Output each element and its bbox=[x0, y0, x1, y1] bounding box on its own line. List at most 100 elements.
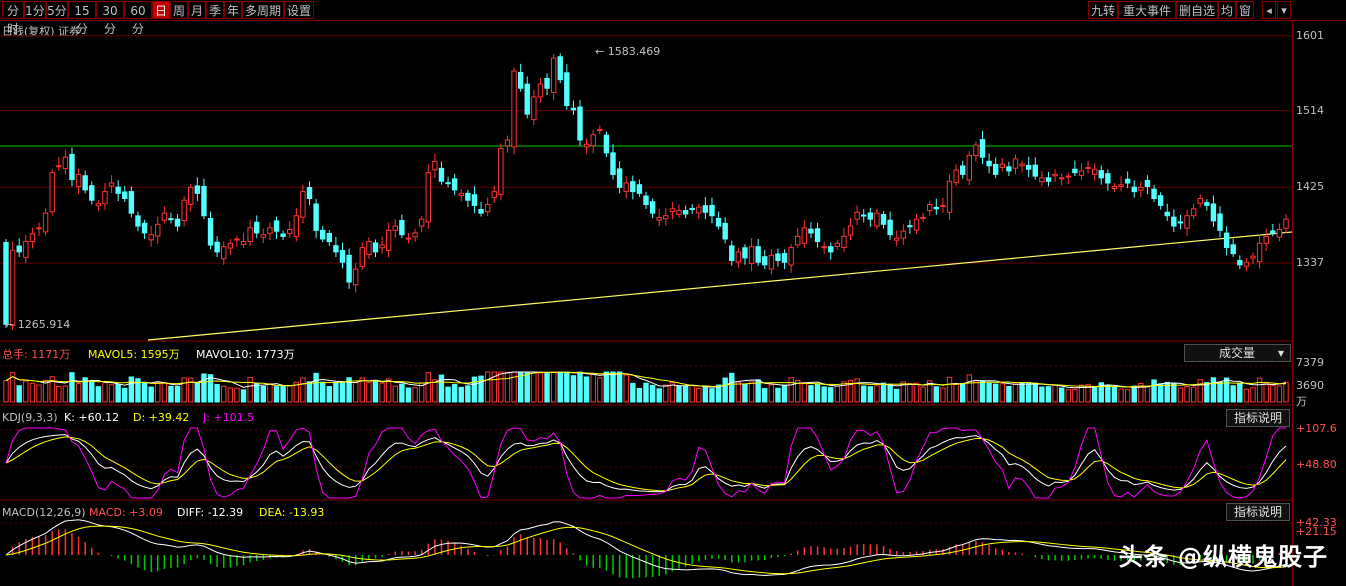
indicator-select-dropdown[interactable]: 成交量 ▾ bbox=[1184, 344, 1291, 362]
candle-body bbox=[267, 227, 273, 234]
gear-icon[interactable]: ◂ bbox=[1262, 1, 1276, 19]
candle-body bbox=[1052, 173, 1058, 177]
volume-bar bbox=[293, 381, 300, 403]
period-tab-1[interactable]: 1分 bbox=[24, 1, 46, 19]
volume-bar bbox=[557, 371, 563, 403]
period-tab-2[interactable]: 5分 bbox=[46, 1, 68, 19]
toolbar-right-button-4[interactable]: 窗 bbox=[1236, 1, 1254, 19]
period-tab-6[interactable]: 日 bbox=[152, 1, 170, 19]
volume-bar bbox=[1065, 389, 1071, 403]
volume-bar bbox=[656, 388, 662, 403]
volume-bar bbox=[82, 377, 88, 403]
candle-body bbox=[247, 227, 253, 243]
candle-body bbox=[531, 96, 537, 121]
volume-bar bbox=[339, 382, 346, 403]
toolbar-right-button-1[interactable]: 重大事件 bbox=[1118, 1, 1176, 19]
volume-bar bbox=[234, 387, 240, 403]
chart-title: 日线(复权) 证券 bbox=[2, 25, 81, 38]
candle-body bbox=[1217, 213, 1223, 231]
macd-diff-line bbox=[5, 519, 1287, 576]
candle-body bbox=[722, 222, 728, 240]
volume-bar bbox=[240, 389, 247, 403]
candle-body bbox=[927, 204, 933, 212]
volume-bar bbox=[861, 385, 867, 403]
volume-bar bbox=[122, 387, 128, 403]
volume-bar bbox=[267, 383, 273, 403]
candle-body bbox=[913, 218, 920, 231]
period-tab-12[interactable]: 设置 bbox=[284, 1, 314, 19]
volume-bar bbox=[966, 374, 972, 403]
volume-bar bbox=[1223, 377, 1230, 403]
candle-body bbox=[352, 268, 359, 286]
volume-bar bbox=[346, 377, 352, 403]
candle-body bbox=[465, 192, 471, 201]
period-tab-10[interactable]: 年 bbox=[224, 1, 242, 19]
candle-body bbox=[418, 218, 425, 227]
period-tab-4[interactable]: 30分 bbox=[96, 1, 124, 36]
volume-bar bbox=[56, 386, 62, 403]
candle-body bbox=[748, 246, 755, 264]
candle-body bbox=[847, 225, 854, 236]
volume-bar bbox=[89, 381, 95, 403]
candle-body bbox=[1065, 175, 1071, 178]
volume-bar bbox=[1197, 379, 1203, 403]
candle-body bbox=[742, 247, 748, 259]
volume-bar bbox=[808, 385, 814, 403]
volume-bar bbox=[504, 371, 511, 403]
period-tab-9[interactable]: 季 bbox=[206, 1, 224, 19]
period-tab-7[interactable]: 周 bbox=[170, 1, 188, 19]
candle-body bbox=[201, 185, 207, 217]
volume-bar bbox=[1151, 379, 1157, 403]
candle-body bbox=[1263, 235, 1269, 244]
toolbar-right-button-2[interactable]: 删自选 bbox=[1176, 1, 1218, 19]
volume-bar bbox=[762, 388, 768, 403]
volume-bar bbox=[649, 384, 656, 403]
period-tab-11[interactable]: 多周期 bbox=[242, 1, 284, 19]
volume-bar bbox=[887, 383, 893, 403]
candle-body bbox=[135, 215, 141, 227]
volume-bar bbox=[458, 386, 464, 403]
candle-body bbox=[300, 191, 306, 218]
period-tab-5[interactable]: 60分 bbox=[124, 1, 152, 36]
candle-body bbox=[1151, 188, 1157, 199]
candle-body bbox=[1105, 173, 1111, 184]
candle-body bbox=[372, 242, 379, 253]
volume-bar bbox=[1177, 387, 1184, 403]
volume-bar bbox=[1111, 386, 1118, 403]
candle-body bbox=[405, 237, 412, 240]
volume-bar bbox=[550, 371, 557, 403]
kdj-j-label: J: +101.5 bbox=[203, 411, 255, 424]
volume-bar bbox=[102, 381, 108, 403]
candle-body bbox=[273, 220, 280, 232]
toolbar-right-button-0[interactable]: 九转 bbox=[1088, 1, 1118, 19]
volume-bar bbox=[630, 382, 636, 403]
volume-bar bbox=[405, 387, 412, 403]
kdj-help-button[interactable]: 指标说明 bbox=[1226, 409, 1290, 427]
volume-bar bbox=[531, 371, 537, 403]
volume-bar bbox=[42, 379, 49, 403]
candle-body bbox=[735, 251, 742, 263]
volume-bar bbox=[188, 377, 194, 403]
volume-bar bbox=[320, 381, 326, 403]
volume-bar bbox=[1263, 382, 1269, 403]
volume-bar bbox=[1210, 377, 1217, 403]
candle-body bbox=[174, 218, 181, 227]
period-tab-0[interactable]: 分时 bbox=[2, 1, 24, 36]
volume-bar bbox=[986, 382, 992, 403]
volume-bar bbox=[445, 386, 451, 403]
toolbar-right-button-3[interactable]: 均 bbox=[1218, 1, 1236, 19]
period-tab-3[interactable]: 15分 bbox=[68, 1, 96, 36]
candle-body bbox=[676, 210, 682, 215]
volume-bar bbox=[867, 386, 874, 403]
candle-body bbox=[616, 168, 623, 188]
triangle-down-icon[interactable]: ▾ bbox=[1277, 1, 1291, 19]
volume-bar bbox=[155, 381, 161, 403]
macd-help-button[interactable]: 指标说明 bbox=[1226, 503, 1290, 521]
candle-body bbox=[1157, 195, 1164, 206]
volume-ma5-label: MAVOL5: 1595万 bbox=[88, 348, 180, 361]
period-tab-8[interactable]: 月 bbox=[188, 1, 206, 19]
candle-body bbox=[821, 246, 827, 249]
candle-body bbox=[339, 250, 346, 263]
volume-bar bbox=[201, 373, 207, 403]
